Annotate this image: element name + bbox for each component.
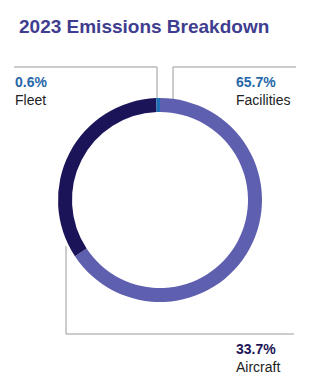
- svg-text:33.7%: 33.7%: [236, 341, 276, 357]
- svg-text:Facilities: Facilities: [236, 92, 290, 108]
- svg-text:Aircraft: Aircraft: [236, 359, 280, 375]
- svg-text:2023 Emissions Breakdown: 2023 Emissions Breakdown: [19, 16, 269, 37]
- svg-text:Fleet: Fleet: [15, 92, 46, 108]
- svg-text:0.6%: 0.6%: [15, 74, 47, 90]
- svg-text:65.7%: 65.7%: [236, 74, 276, 90]
